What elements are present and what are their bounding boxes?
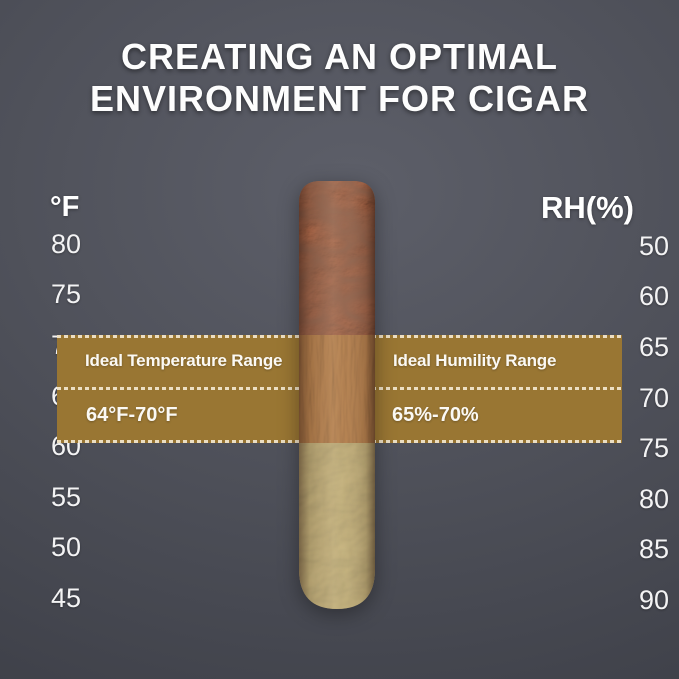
temperature-tick: 80	[50, 228, 82, 259]
humidity-tick: 50	[638, 230, 670, 261]
ideal-temperature-range-value: 64°F-70°F	[86, 404, 178, 426]
humidity-unit-label: RH(%)	[541, 190, 634, 225]
temperature-tick: 45	[50, 582, 82, 613]
page-title-line1: CREATING AN OPTIMAL	[121, 36, 558, 77]
ideal-temperature-range-label: Ideal Temperature Range	[85, 351, 283, 370]
humidity-tick: 60	[638, 281, 670, 312]
page-title-line2: ENVIRONMENT FOR CIGAR	[89, 78, 589, 119]
humidity-tick: 75	[638, 433, 670, 464]
humidity-tick: 65	[638, 331, 670, 362]
humidity-scale: 50 60 65 70 75 80 85 90	[624, 221, 679, 626]
humidity-tick: 85	[638, 534, 670, 565]
humidity-tick: 90	[638, 584, 670, 615]
humidity-tick: 70	[638, 382, 670, 413]
ideal-humidity-range-label: Ideal Humility Range	[393, 351, 557, 370]
temperature-tick: 55	[50, 481, 82, 512]
cigar-cylinder-shading	[299, 181, 375, 609]
cigar-image	[299, 181, 375, 609]
ideal-humidity-range-value: 65%-70%	[392, 404, 479, 426]
temperature-tick: 50	[50, 532, 82, 563]
humidity-tick: 80	[638, 483, 670, 514]
temperature-tick: 75	[50, 279, 82, 310]
temperature-unit-label: °F	[50, 191, 80, 223]
page-title: CREATING AN OPTIMAL ENVIRONMENT FOR CIGA…	[0, 36, 679, 120]
